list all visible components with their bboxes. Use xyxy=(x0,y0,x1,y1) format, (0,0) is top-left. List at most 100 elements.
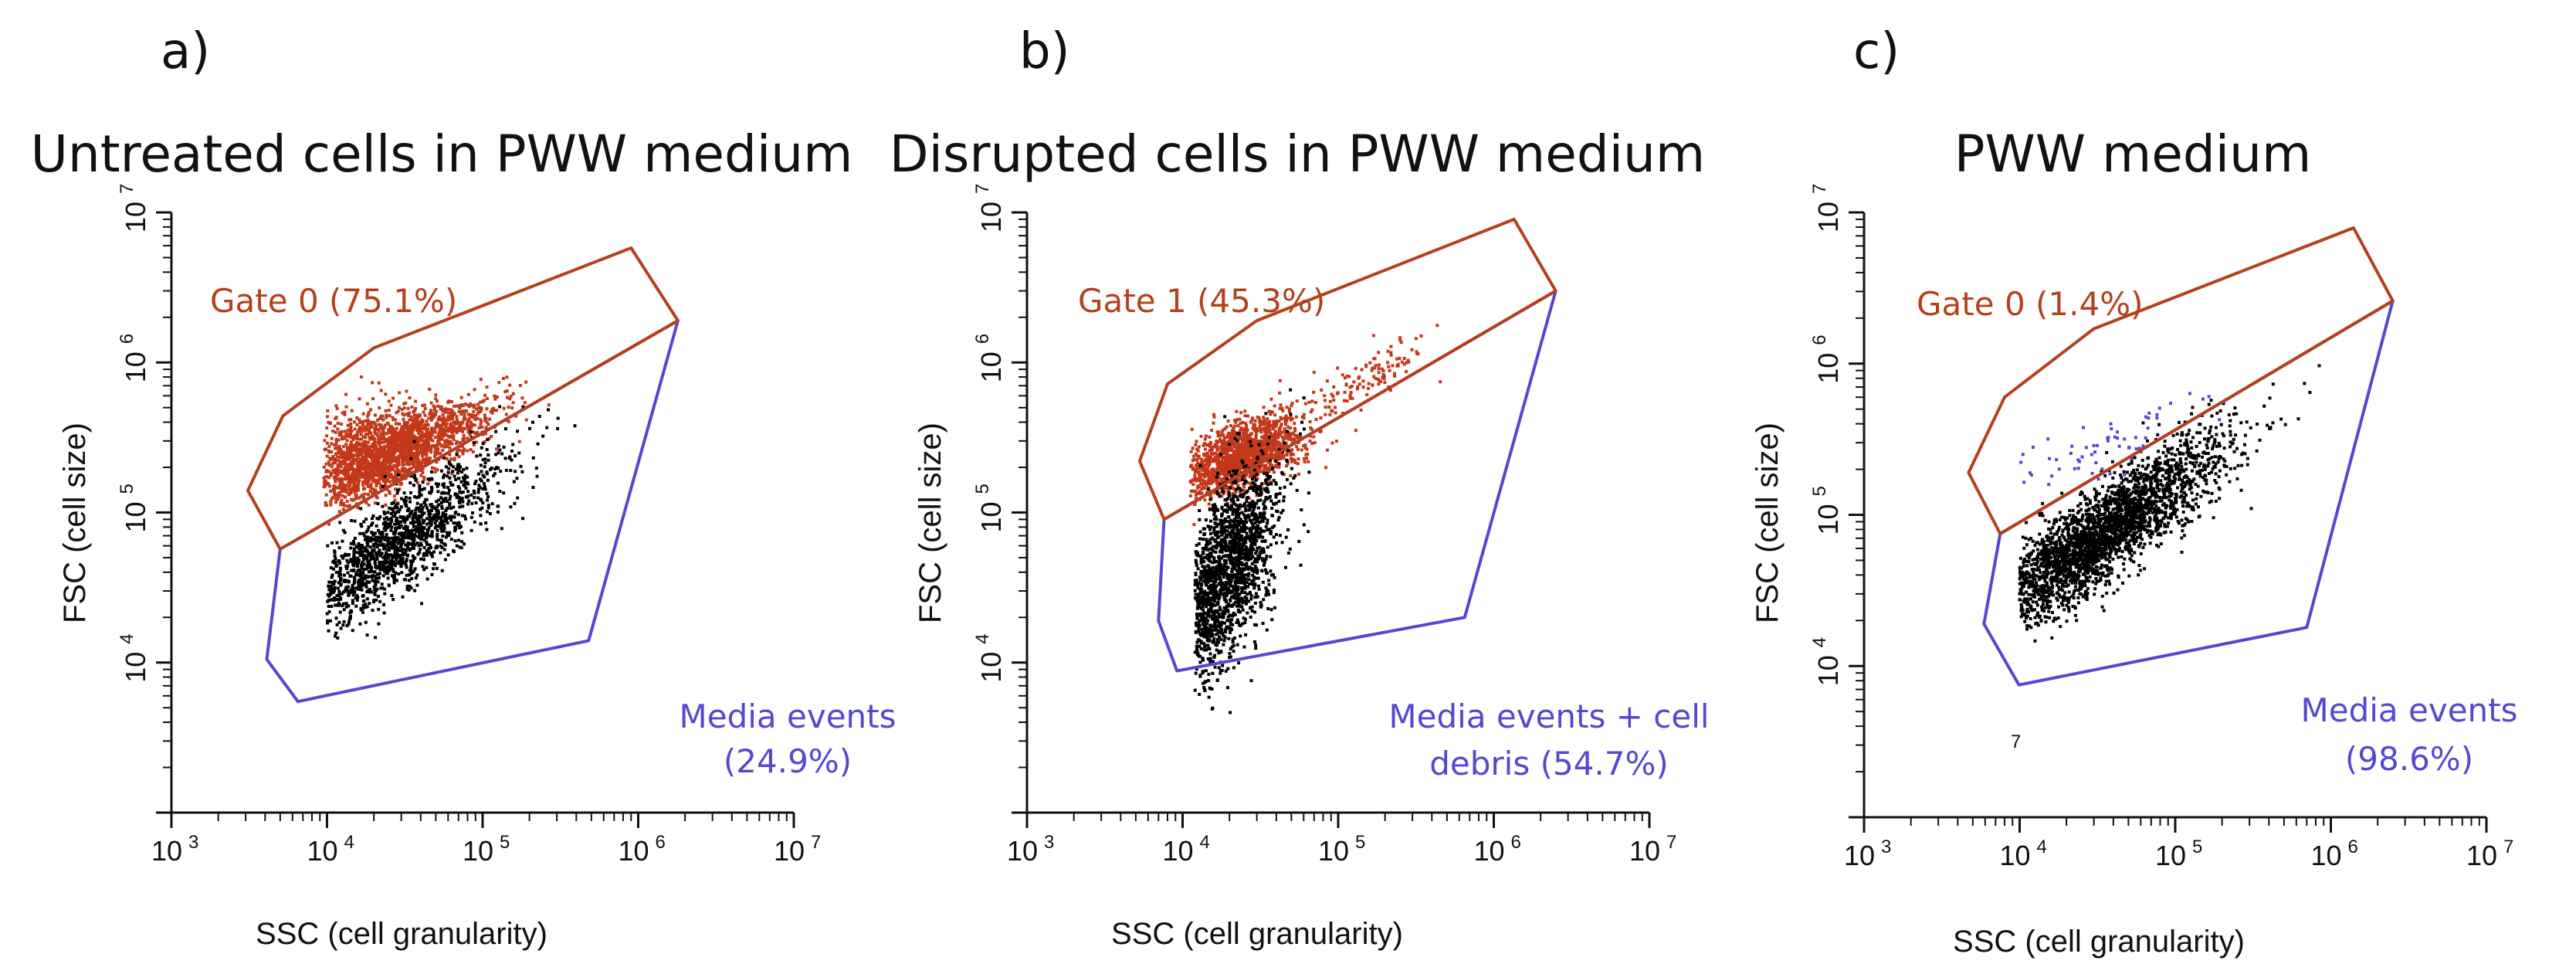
event-point xyxy=(512,480,516,484)
event-point xyxy=(1193,470,1197,474)
event-point xyxy=(437,482,440,486)
event-point xyxy=(446,408,450,412)
event-point xyxy=(1265,436,1269,440)
event-point xyxy=(402,526,405,530)
event-point xyxy=(1198,477,1202,481)
event-point xyxy=(449,518,453,522)
event-point xyxy=(381,535,385,539)
event-point xyxy=(347,604,351,608)
event-point xyxy=(545,426,549,429)
event-point xyxy=(334,493,338,497)
event-point xyxy=(435,460,439,464)
event-point xyxy=(395,433,399,437)
event-point xyxy=(1231,438,1235,442)
event-point xyxy=(412,524,415,528)
event-point xyxy=(386,524,390,528)
event-point xyxy=(374,582,378,585)
event-point xyxy=(344,586,348,589)
event-point xyxy=(390,525,394,529)
event-point xyxy=(354,586,358,590)
panel-b: b) Disrupted cells in PWW medium 10 3 10 4 1… xyxy=(890,23,1710,951)
event-point xyxy=(485,491,489,495)
event-point xyxy=(377,440,381,443)
event-point xyxy=(463,412,466,416)
event-point xyxy=(383,524,387,528)
event-point xyxy=(371,442,375,446)
event-point xyxy=(1238,490,1242,494)
event-point xyxy=(377,517,381,521)
event-point xyxy=(434,393,438,397)
event-point xyxy=(395,561,399,565)
event-point xyxy=(334,430,337,434)
event-point xyxy=(357,541,361,545)
event-point xyxy=(388,521,392,525)
event-point xyxy=(493,394,497,398)
event-point xyxy=(476,496,480,500)
event-point xyxy=(378,531,381,535)
event-point xyxy=(1256,465,1260,469)
event-point xyxy=(378,515,382,519)
event-point xyxy=(418,463,421,467)
event-point xyxy=(521,517,524,521)
event-point xyxy=(363,576,367,580)
event-point xyxy=(1243,431,1247,435)
event-point xyxy=(1259,470,1263,474)
event-point xyxy=(449,411,452,415)
event-point xyxy=(1200,461,1203,465)
event-point xyxy=(424,440,428,444)
event-point xyxy=(379,537,383,541)
event-point xyxy=(1199,475,1203,479)
event-point xyxy=(1259,451,1263,455)
event-point xyxy=(436,447,440,450)
x-tick-exponent: 5 xyxy=(500,832,510,853)
event-point xyxy=(362,456,366,460)
event-point xyxy=(341,437,344,441)
event-point xyxy=(361,447,364,451)
event-point xyxy=(452,474,456,478)
event-point xyxy=(391,567,395,571)
event-point xyxy=(1223,457,1227,460)
event-point xyxy=(452,521,456,525)
event-point xyxy=(382,440,385,444)
event-point xyxy=(385,457,388,460)
event-point xyxy=(480,406,483,410)
event-point xyxy=(429,409,433,412)
event-point xyxy=(442,432,446,436)
event-point xyxy=(459,449,463,453)
event-point xyxy=(1245,427,1249,431)
event-point xyxy=(351,436,355,440)
event-point xyxy=(402,561,405,565)
event-point xyxy=(444,407,448,411)
event-point xyxy=(1245,473,1249,477)
event-point xyxy=(446,400,450,404)
event-point xyxy=(425,548,429,552)
event-point xyxy=(446,486,450,490)
event-point xyxy=(355,467,359,471)
event-point xyxy=(449,457,453,461)
event-point xyxy=(363,492,367,496)
event-point xyxy=(352,467,356,471)
event-point xyxy=(1215,430,1219,434)
event-point xyxy=(346,565,350,568)
event-point xyxy=(336,586,340,590)
event-point xyxy=(330,575,334,579)
event-point xyxy=(1195,447,1199,451)
event-point xyxy=(364,449,368,453)
event-point xyxy=(324,501,327,504)
event-point xyxy=(384,482,387,486)
event-point xyxy=(1266,449,1270,452)
event-point xyxy=(358,421,362,425)
event-point xyxy=(384,409,388,412)
event-point xyxy=(410,529,414,533)
event-point xyxy=(421,480,425,484)
event-point xyxy=(375,576,378,580)
event-point xyxy=(361,423,365,427)
event-point xyxy=(369,486,373,490)
event-point xyxy=(473,418,477,421)
event-point xyxy=(444,465,448,469)
event-point xyxy=(1286,432,1290,436)
event-point xyxy=(333,549,337,553)
event-point xyxy=(375,433,379,436)
event-point xyxy=(1242,436,1246,440)
event-point xyxy=(479,453,483,457)
